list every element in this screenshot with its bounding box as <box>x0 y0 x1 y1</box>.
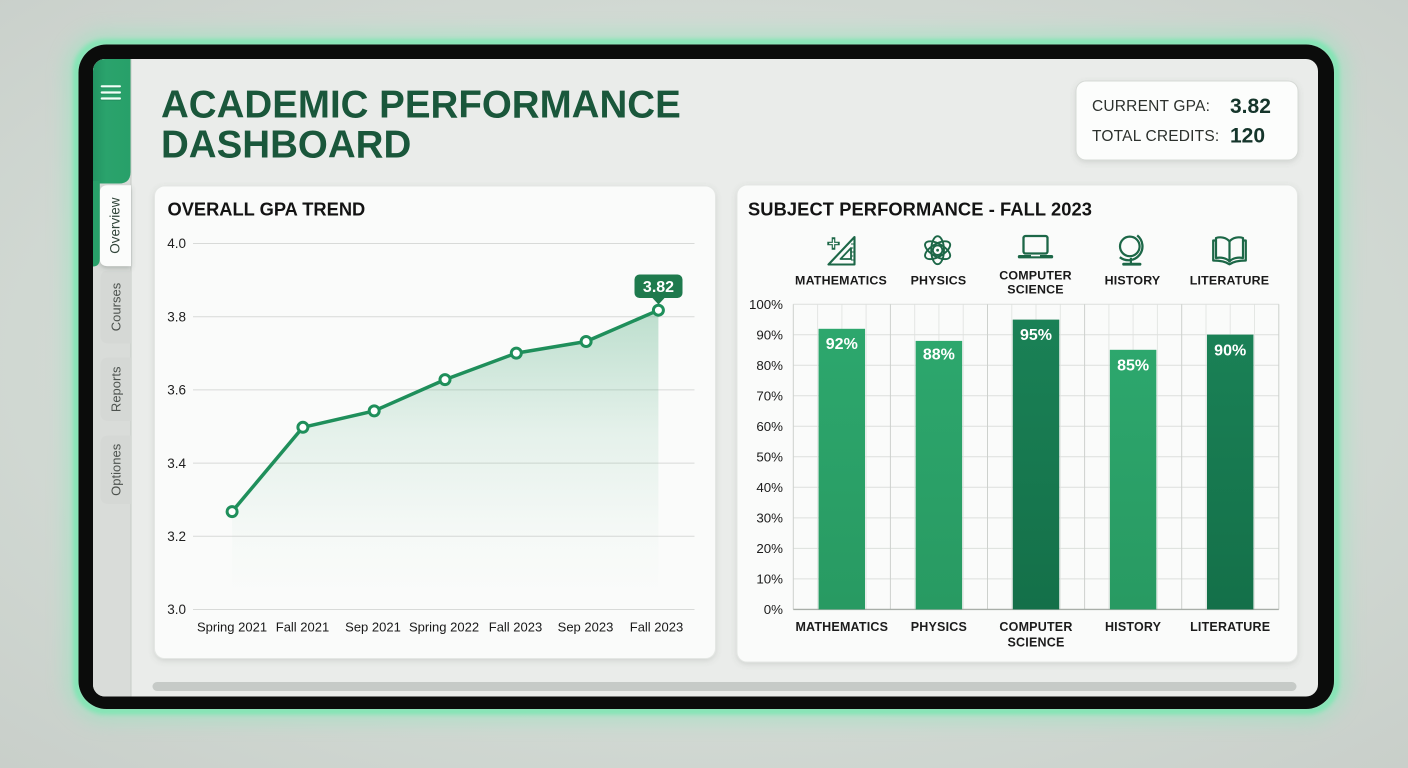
svg-text:Fall 2023: Fall 2023 <box>630 620 683 635</box>
svg-text:85%: 85% <box>1117 358 1149 375</box>
svg-text:80%: 80% <box>756 358 783 373</box>
svg-text:Fall 2023: Fall 2023 <box>489 620 542 635</box>
svg-text:92%: 92% <box>826 336 858 353</box>
svg-text:3.0: 3.0 <box>167 602 186 617</box>
svg-text:OVERALL GPA TREND: OVERALL GPA TREND <box>168 198 366 219</box>
svg-text:10%: 10% <box>756 572 783 587</box>
svg-text:Reports: Reports <box>109 366 124 412</box>
svg-text:30%: 30% <box>756 511 783 526</box>
svg-text:4.0: 4.0 <box>167 236 186 251</box>
svg-text:SCIENCE: SCIENCE <box>1007 282 1063 296</box>
svg-text:50%: 50% <box>756 449 783 464</box>
svg-text:ACADEMIC PERFORMANCE: ACADEMIC PERFORMANCE <box>161 84 681 127</box>
svg-text:95%: 95% <box>1020 327 1052 344</box>
svg-text:88%: 88% <box>923 347 955 364</box>
svg-text:Spring 2021: Spring 2021 <box>197 620 267 635</box>
svg-text:HISTORY: HISTORY <box>1105 620 1162 634</box>
svg-text:3.8: 3.8 <box>167 309 186 324</box>
svg-text:100%: 100% <box>749 297 783 312</box>
svg-text:COMPUTER: COMPUTER <box>999 269 1072 283</box>
svg-text:Sep 2023: Sep 2023 <box>558 620 614 635</box>
svg-text:3.2: 3.2 <box>167 529 186 544</box>
svg-text:3.6: 3.6 <box>167 383 186 398</box>
svg-text:LITERATURE: LITERATURE <box>1190 620 1270 634</box>
svg-text:90%: 90% <box>756 327 783 342</box>
svg-text:3.82: 3.82 <box>643 279 674 296</box>
svg-text:HISTORY: HISTORY <box>1105 274 1161 288</box>
svg-text:90%: 90% <box>1214 343 1246 360</box>
svg-text:Overview: Overview <box>108 197 123 254</box>
svg-text:Optiones: Optiones <box>109 443 124 496</box>
svg-text:60%: 60% <box>756 419 783 434</box>
svg-text:120: 120 <box>1230 125 1265 148</box>
svg-text:CURRENT GPA:: CURRENT GPA: <box>1092 98 1210 115</box>
svg-text:3.82: 3.82 <box>1230 95 1271 118</box>
svg-text:MATHEMATICS: MATHEMATICS <box>795 274 887 288</box>
svg-text:DASHBOARD: DASHBOARD <box>161 124 411 167</box>
svg-text:40%: 40% <box>756 480 783 495</box>
svg-text:PHYSICS: PHYSICS <box>911 274 967 288</box>
svg-text:LITERATURE: LITERATURE <box>1190 274 1270 288</box>
svg-text:70%: 70% <box>756 388 783 403</box>
svg-text:SCIENCE: SCIENCE <box>1008 636 1065 650</box>
svg-text:PHYSICS: PHYSICS <box>911 620 967 634</box>
svg-text:SUBJECT PERFORMANCE - FALL 202: SUBJECT PERFORMANCE - FALL 2023 <box>748 198 1092 219</box>
svg-text:Sep 2021: Sep 2021 <box>345 620 401 635</box>
svg-text:0%: 0% <box>764 602 783 617</box>
svg-text:Courses: Courses <box>109 282 124 331</box>
svg-text:COMPUTER: COMPUTER <box>999 620 1072 634</box>
svg-text:MATHEMATICS: MATHEMATICS <box>795 620 888 634</box>
svg-text:TOTAL CREDITS:: TOTAL CREDITS: <box>1092 128 1219 145</box>
svg-text:3.4: 3.4 <box>167 456 186 471</box>
svg-text:Fall 2021: Fall 2021 <box>276 620 329 635</box>
svg-text:Spring 2022: Spring 2022 <box>409 620 479 635</box>
svg-text:20%: 20% <box>756 541 783 556</box>
